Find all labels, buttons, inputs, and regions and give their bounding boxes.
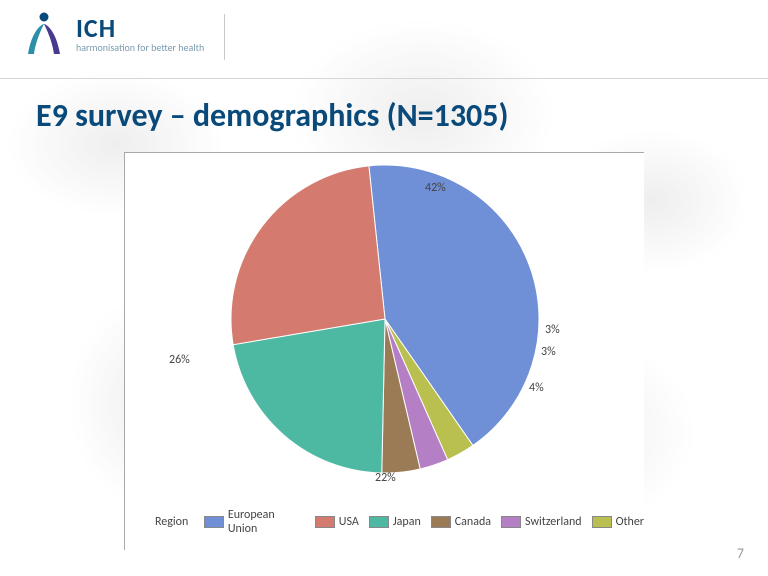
legend-swatch bbox=[501, 516, 521, 528]
legend-label: Switzerland bbox=[525, 515, 582, 529]
legend-title: Region bbox=[155, 515, 188, 529]
pie-slice-usa bbox=[231, 166, 385, 345]
pie-label-japan: 22% bbox=[375, 471, 396, 485]
logo-dot bbox=[40, 13, 49, 22]
legend-item-japan: Japan bbox=[369, 515, 421, 529]
legend-item-canada: Canada bbox=[431, 515, 491, 529]
pie-label-other: 3% bbox=[545, 323, 560, 337]
pie-slice-japan bbox=[233, 319, 385, 473]
header: ICH harmonisation for better health bbox=[20, 10, 204, 58]
legend-swatch bbox=[431, 516, 451, 528]
pie-label-switzerland: 3% bbox=[541, 345, 556, 359]
legend: Region European Union USA Japan Canada Switz… bbox=[155, 508, 644, 536]
legend-label: Japan bbox=[393, 515, 421, 529]
header-horizontal-divider bbox=[0, 78, 768, 79]
logo-swish-right bbox=[44, 24, 60, 54]
legend-item-switzerland: Switzerland bbox=[501, 515, 582, 529]
page-title: E9 survey – demographics (N=1305) bbox=[36, 96, 508, 135]
pie-label-european-union: 42% bbox=[425, 181, 446, 195]
legend-item-european-union: European Union bbox=[204, 508, 304, 536]
legend-label: European Union bbox=[228, 508, 305, 536]
legend-label: Canada bbox=[455, 515, 491, 529]
demographics-pie-chart: 42% 3% 3% 4% 22% 26% Region European Union USA… bbox=[124, 152, 644, 550]
header-vertical-divider bbox=[224, 14, 225, 60]
legend-item-other: Other bbox=[592, 515, 644, 529]
legend-swatch bbox=[592, 516, 612, 528]
legend-item-usa: USA bbox=[315, 515, 359, 529]
logo-tagline: harmonisation for better health bbox=[76, 43, 204, 53]
legend-label: Other bbox=[616, 515, 644, 529]
logo-text: ICH harmonisation for better health bbox=[76, 15, 204, 53]
pie-wrap bbox=[231, 165, 539, 473]
pie-label-canada: 4% bbox=[529, 381, 544, 395]
legend-label: USA bbox=[339, 515, 359, 529]
page-number: 7 bbox=[737, 545, 744, 562]
legend-swatch bbox=[369, 516, 389, 528]
pie-label-usa: 26% bbox=[169, 353, 190, 367]
ich-logo-icon bbox=[20, 10, 68, 58]
logo-letters: ICH bbox=[76, 15, 204, 41]
pie-svg bbox=[231, 165, 539, 473]
legend-swatch bbox=[204, 516, 224, 528]
legend-swatch bbox=[315, 516, 335, 528]
logo-swish-left bbox=[28, 24, 44, 54]
